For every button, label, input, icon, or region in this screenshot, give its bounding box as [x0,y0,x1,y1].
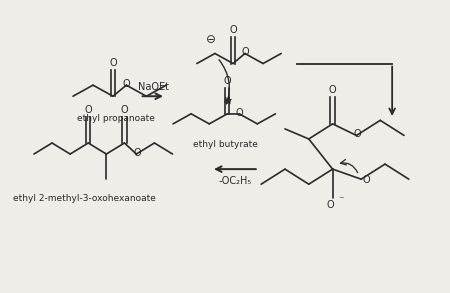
Text: ⊖: ⊖ [206,33,216,46]
Text: ethyl 2-methyl-3-oxohexanoate: ethyl 2-methyl-3-oxohexanoate [13,194,155,203]
Text: O: O [329,85,337,95]
Text: O: O [134,148,141,158]
Text: O: O [109,57,117,67]
Text: -OC₂H₅: -OC₂H₅ [218,176,252,186]
Text: O: O [235,108,243,118]
Text: O: O [354,130,361,139]
Text: O: O [122,79,130,89]
Text: O: O [362,175,370,185]
Text: O: O [224,76,231,86]
Text: O: O [121,105,128,115]
Text: ethyl butyrate: ethyl butyrate [193,140,258,149]
Text: ethyl propanoate: ethyl propanoate [77,114,155,123]
Text: O: O [229,25,237,35]
Text: O: O [326,200,334,210]
Text: O: O [85,105,92,115]
Text: ⁻: ⁻ [338,195,344,205]
Text: NaOEt: NaOEt [138,82,168,92]
Text: O: O [241,47,249,57]
